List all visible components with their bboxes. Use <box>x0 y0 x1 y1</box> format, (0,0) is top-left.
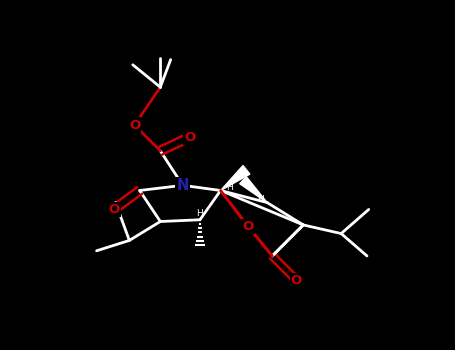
Text: O: O <box>129 119 140 132</box>
Text: H: H <box>257 195 263 204</box>
Text: H: H <box>226 183 233 191</box>
Text: O: O <box>243 220 254 233</box>
Text: O: O <box>184 131 195 144</box>
Polygon shape <box>221 166 250 190</box>
Text: O: O <box>108 203 120 216</box>
Text: N: N <box>177 178 189 193</box>
Text: H: H <box>197 209 203 218</box>
Polygon shape <box>240 177 267 203</box>
Text: O: O <box>291 274 302 287</box>
